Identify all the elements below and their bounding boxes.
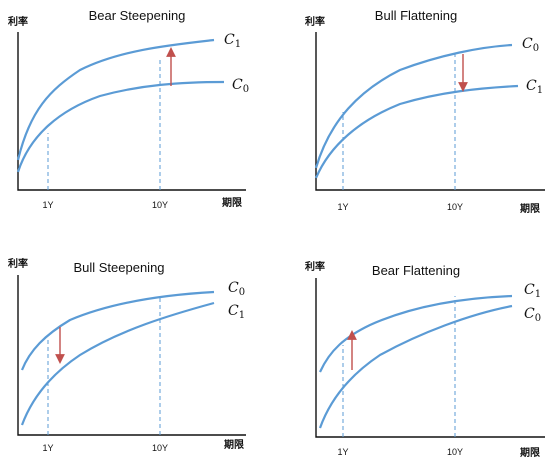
curve-upper <box>16 38 215 161</box>
curve-lower <box>314 84 519 179</box>
x-axis-label: 期限 <box>520 446 541 459</box>
y-axis-label: 利率 <box>305 15 325 28</box>
y-axis-label: 利率 <box>8 15 28 28</box>
x-axis-label: 期限 <box>520 202 541 215</box>
tick-label-10y: 10Y <box>447 447 463 457</box>
curve-lower <box>318 304 513 429</box>
curve-upper <box>20 290 215 371</box>
panel-bear-flattening: Bear Flattening 利率 期限 1Y 10Y C1 C0 <box>305 260 545 459</box>
panel-title: Bull Steepening <box>73 260 164 275</box>
curve-lower <box>16 80 225 173</box>
tick-label-10y: 10Y <box>152 443 168 453</box>
panel-title: Bear Steepening <box>89 8 186 23</box>
axes <box>315 32 545 191</box>
tick-label-1y: 1Y <box>42 200 53 210</box>
x-axis-label: 期限 <box>224 438 245 451</box>
curve-upper-label: C1 <box>524 282 541 300</box>
tick-label-1y: 1Y <box>337 447 348 457</box>
panel-bull-flattening: Bull Flattening 利率 期限 1Y 10Y C0 C1 <box>305 8 545 215</box>
panel-title: Bear Flattening <box>372 263 460 278</box>
curve-lower-label: C1 <box>526 78 543 96</box>
panel-bear-steepening: Bear Steepening 利率 期限 1Y 10Y C1 C0 <box>8 8 249 210</box>
tick-label-1y: 1Y <box>337 202 348 212</box>
curve-lower-label: C1 <box>228 303 245 321</box>
y-axis-label: 利率 <box>8 257 28 270</box>
axes <box>17 275 246 436</box>
curve-lower-label: C0 <box>524 306 541 324</box>
tick-label-1y: 1Y <box>42 443 53 453</box>
axes <box>315 278 545 438</box>
tick-label-10y: 10Y <box>152 200 168 210</box>
curve-lower-label: C0 <box>232 77 249 95</box>
curve-upper <box>314 43 513 169</box>
tick-label-10y: 10Y <box>447 202 463 212</box>
curve-lower <box>20 301 215 426</box>
panel-title: Bull Flattening <box>375 8 457 23</box>
x-axis-label: 期限 <box>222 196 243 209</box>
axes <box>17 32 246 191</box>
curve-upper <box>318 294 513 373</box>
y-axis-label: 利率 <box>305 260 325 273</box>
curve-upper-label: C0 <box>522 36 539 54</box>
curve-upper-label: C0 <box>228 280 245 298</box>
curve-upper-label: C1 <box>224 32 241 50</box>
panel-bull-steepening: Bull Steepening 利率 期限 1Y 10Y C0 C1 <box>8 257 246 453</box>
